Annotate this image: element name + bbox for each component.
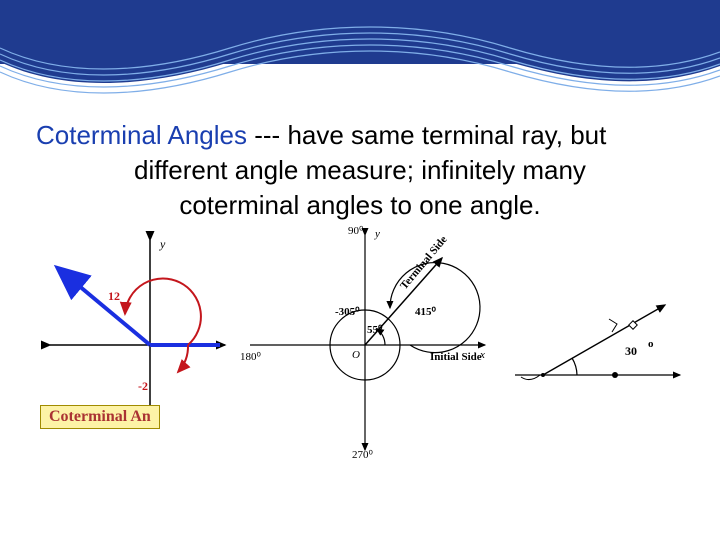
diagram3-deg-label: o xyxy=(648,338,654,350)
coterminal-box-label: Coterminal An xyxy=(40,405,160,429)
headline-rest1: have same terminal ray, but xyxy=(287,120,606,150)
diagram2-y-label: y xyxy=(374,228,380,240)
headline-line3: coterminal angles to one angle. xyxy=(36,188,684,223)
diagram3-30-label: 30 xyxy=(625,344,637,358)
diagram1-angle12-label: 12 xyxy=(108,289,120,303)
headline-dash: --- xyxy=(254,120,280,150)
diagram2-angle415: 415⁰ xyxy=(415,306,437,318)
diagram3-svg: 30 o xyxy=(505,265,695,425)
slide-root: Coterminal Angles --- have same terminal… xyxy=(0,0,720,540)
banner xyxy=(0,0,720,100)
diagram1-neg-label: -2 xyxy=(138,379,148,393)
diagram2-origin-label: O xyxy=(352,349,360,361)
headline-line2: different angle measure; infinitely many xyxy=(36,153,684,188)
diagram2-top-label: 90⁰ xyxy=(348,225,364,237)
headline-block: Coterminal Angles --- have same terminal… xyxy=(36,118,684,223)
diagram2-left-label: 180⁰ xyxy=(240,351,262,363)
banner-svg xyxy=(0,0,720,100)
diagram2-angle55: 55⁰ xyxy=(367,324,383,336)
diagram2-angle-neg305: -305⁰ xyxy=(335,306,360,318)
diagram2-bottom-label: 270⁰ xyxy=(352,449,374,460)
diagram-area: y 12 -2 Coterminal An 90⁰ xyxy=(30,245,690,475)
diagram2-svg: 90⁰ y 180⁰ 270⁰ x O Initial Side Termina… xyxy=(240,220,500,460)
headline-title: Coterminal Angles xyxy=(36,120,247,150)
headline-line1: Coterminal Angles --- have same terminal… xyxy=(36,118,684,153)
diagram1-y-label: y xyxy=(159,237,166,251)
